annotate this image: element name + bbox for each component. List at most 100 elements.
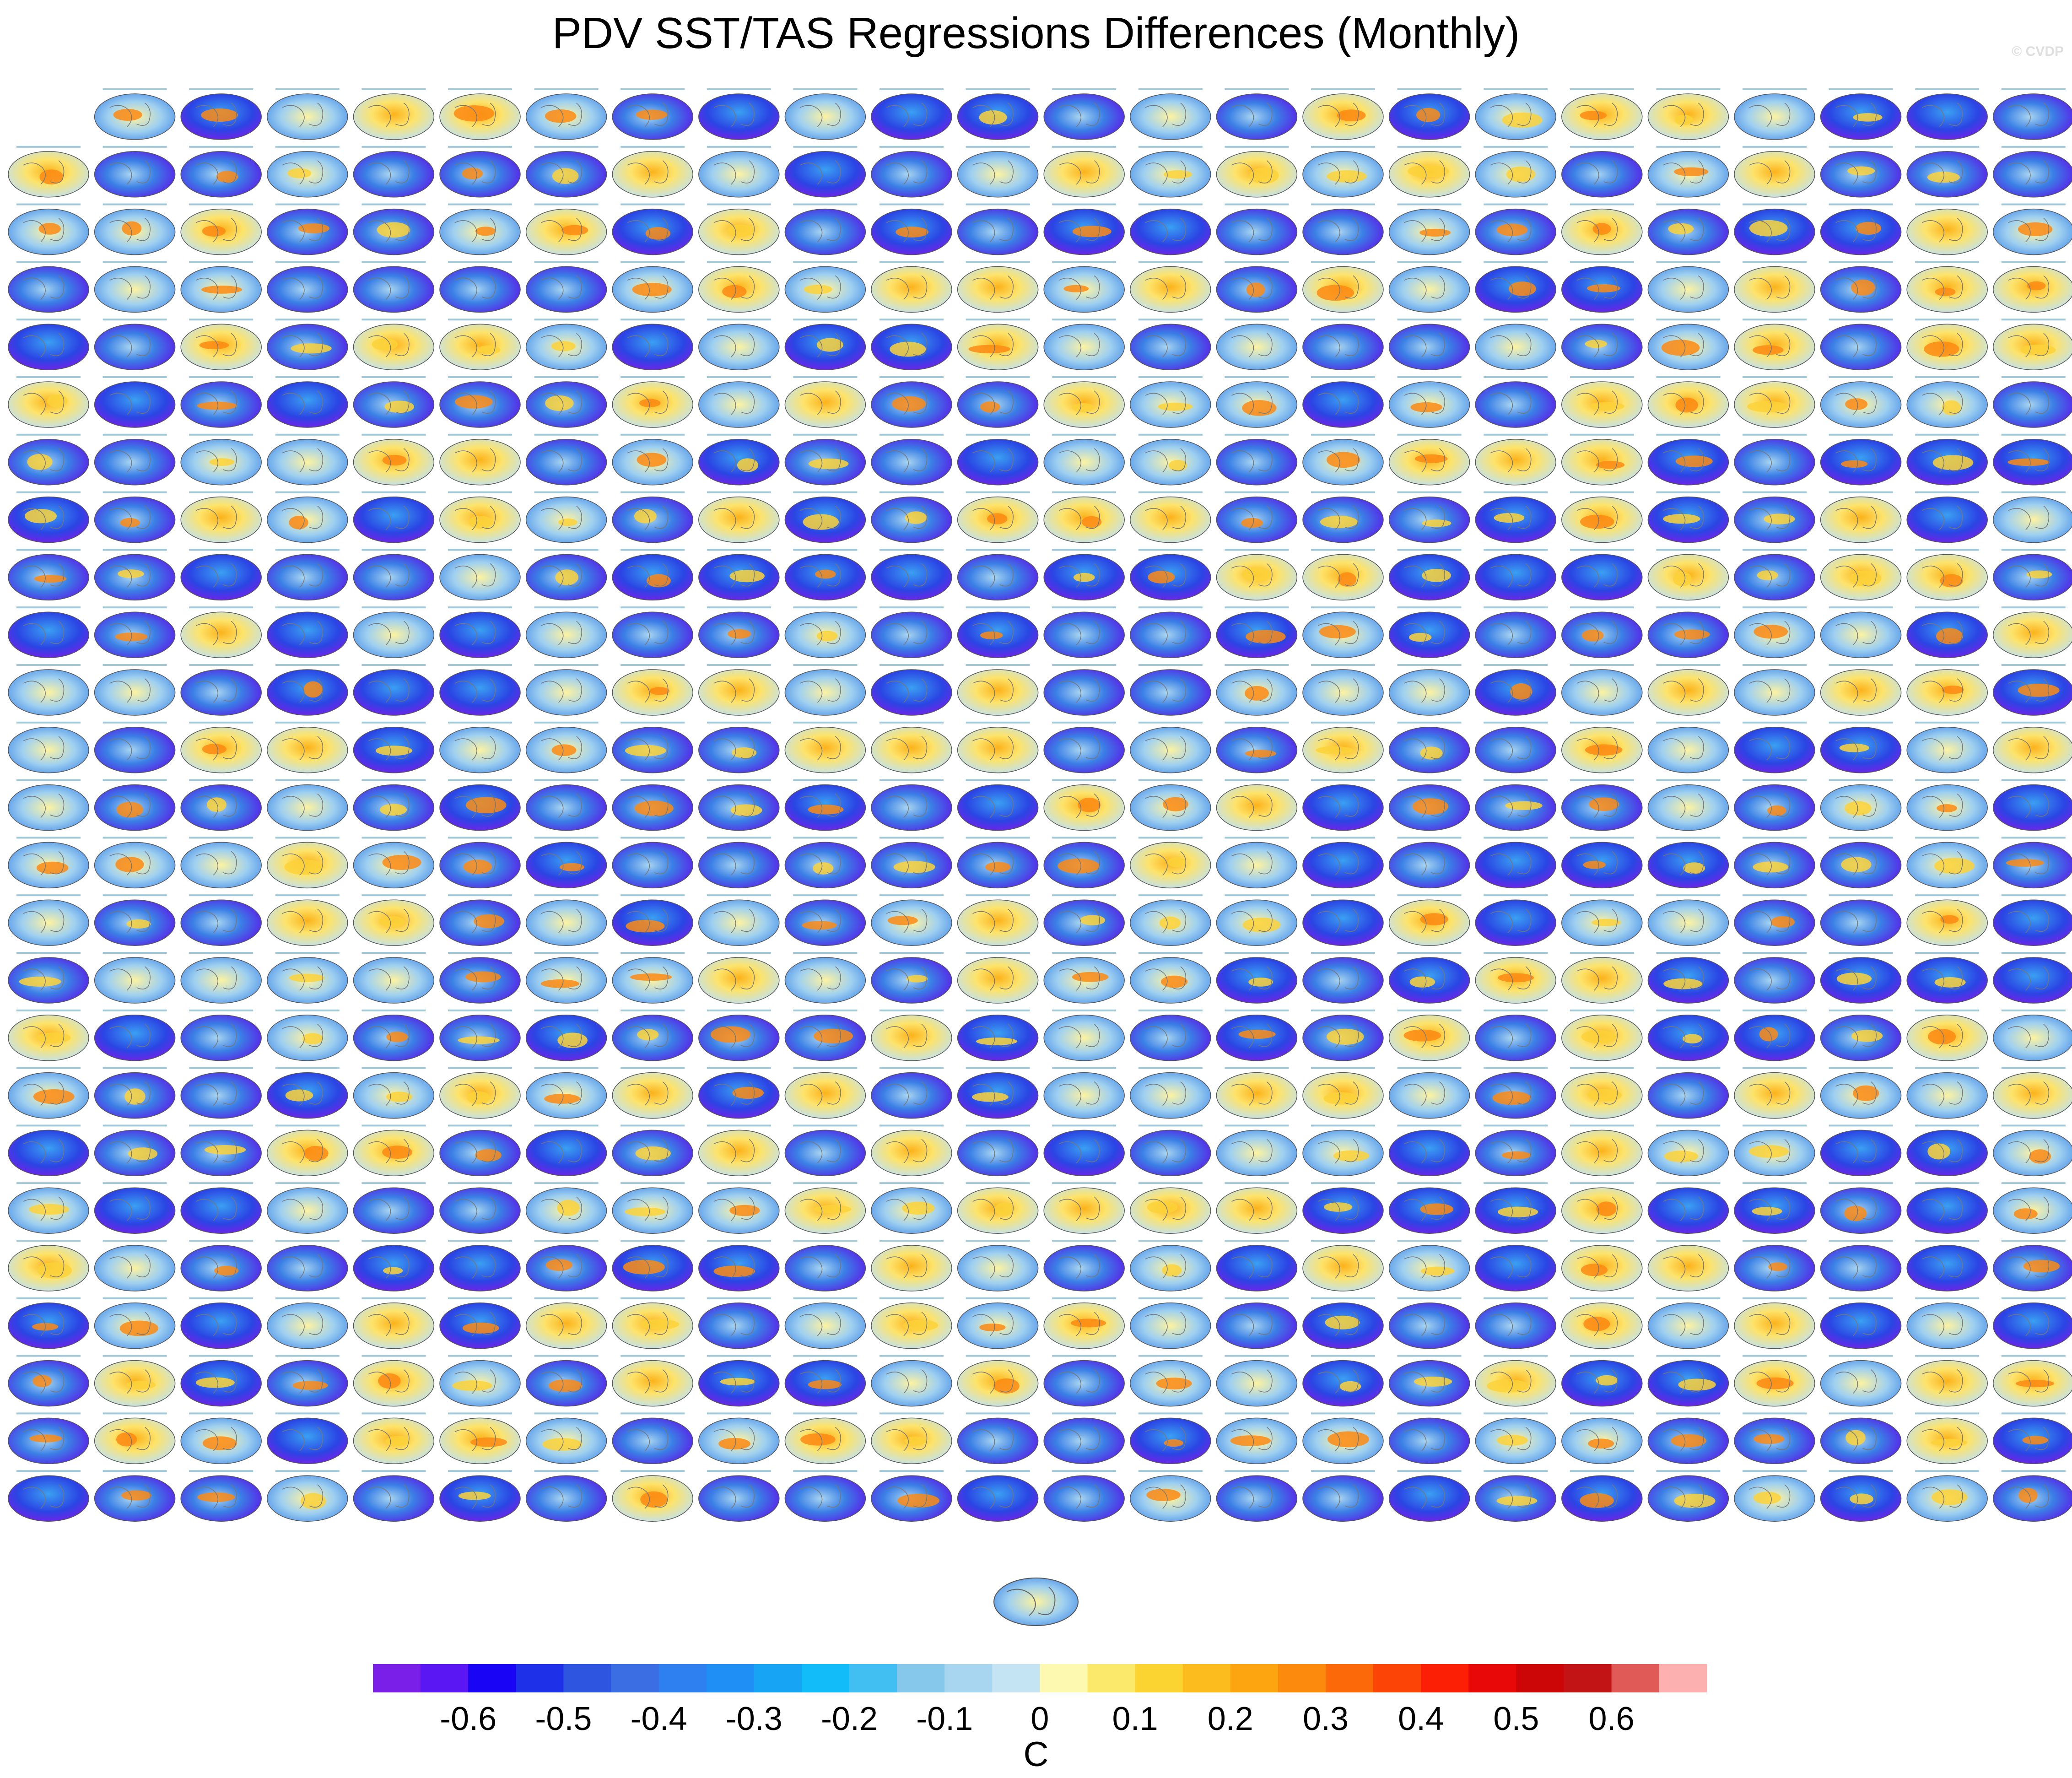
map-coastline (713, 736, 755, 761)
map-panel (1475, 261, 1556, 313)
map-coastline (1058, 506, 1100, 530)
map-anomaly (542, 1438, 583, 1451)
map-anomaly (972, 1092, 1009, 1102)
map-panel (1647, 664, 1729, 716)
map-panel (94, 1470, 176, 1522)
map-coastline (1663, 563, 1704, 588)
map-coastline (1231, 1427, 1273, 1451)
map-panel (698, 1124, 780, 1177)
map-coastline (2008, 678, 2050, 703)
panel-subtitle-line (1052, 721, 1117, 724)
map-coastline (2008, 448, 2050, 473)
map-anomaly (119, 1320, 159, 1336)
map-coastline (195, 506, 237, 530)
map-panel (698, 1067, 780, 1119)
map-oval (1561, 957, 1643, 1004)
panel-subtitle-line (880, 1470, 944, 1472)
map-oval (1216, 1360, 1298, 1407)
map-coastline (886, 390, 928, 415)
colorbar-unit: C (1023, 1735, 1049, 1774)
panel-subtitle-line (2001, 1240, 2066, 1242)
map-panel (1130, 376, 1211, 428)
map-anomaly (1246, 282, 1265, 297)
map-oval (439, 1245, 521, 1292)
panel-subtitle-line (448, 1355, 512, 1357)
map-panel (1388, 319, 1470, 370)
map-panel (1043, 1124, 1125, 1177)
panel-subtitle-line (1138, 1297, 1203, 1299)
map-anomaly (2018, 1488, 2038, 1503)
map-coastline (454, 448, 496, 473)
map-panel (1734, 1297, 1815, 1349)
map-oval (1906, 1245, 1988, 1292)
panel-subtitle-line (16, 606, 81, 609)
panel-subtitle-line (1311, 261, 1375, 263)
map-panel (698, 1412, 780, 1465)
panel-subtitle-line (621, 952, 685, 954)
map-coastline (1663, 736, 1704, 761)
map-coastline (282, 275, 324, 300)
panel-subtitle-line (1915, 1124, 1980, 1127)
map-coastline (541, 333, 582, 357)
map-anomaly (375, 746, 412, 756)
map-anomaly (38, 223, 61, 235)
panel-subtitle-line (1138, 1009, 1203, 1011)
map-oval (267, 611, 348, 658)
map-panel (353, 1009, 435, 1061)
map-anomaly (298, 223, 329, 233)
map-panel (871, 1470, 952, 1522)
map-anomaly (816, 338, 843, 352)
map-coastline (1058, 1312, 1100, 1336)
map-coastline (886, 1254, 928, 1279)
map-anomaly (1072, 403, 1094, 412)
map-anomaly (1592, 223, 1611, 235)
panel-subtitle-line (880, 146, 944, 148)
map-coastline (713, 563, 755, 588)
panel-subtitle-line (362, 837, 426, 839)
panel-subtitle-line (362, 203, 426, 205)
map-anomaly (1506, 167, 1536, 182)
panel-subtitle-line (1570, 88, 1634, 90)
map-coastline (1576, 563, 1618, 588)
map-coastline (1576, 794, 1618, 818)
panel-subtitle-line (1829, 146, 1893, 148)
map-panel (439, 1412, 521, 1465)
map-panel (1734, 146, 1815, 198)
map-oval (784, 1245, 866, 1292)
panel-subtitle-line (534, 1182, 599, 1184)
panel-subtitle-line (793, 894, 858, 897)
map-panel (267, 1124, 348, 1177)
panel-subtitle-line (1570, 549, 1634, 551)
panel-subtitle-line (1570, 837, 1634, 839)
map-anomaly (202, 226, 226, 237)
panel-subtitle-line (362, 1470, 426, 1472)
panel-subtitle-line (16, 1355, 81, 1357)
map-coastline (1231, 794, 1273, 818)
map-panel (871, 1355, 952, 1407)
map-oval (698, 1129, 780, 1177)
map-coastline (368, 1081, 410, 1106)
panel-subtitle-line (880, 894, 944, 897)
map-panel (1561, 1297, 1643, 1349)
map-anomaly (1148, 571, 1175, 584)
map-coastline (282, 621, 324, 645)
panel-subtitle-line (1138, 146, 1203, 148)
map-anomaly (2006, 859, 2044, 867)
panel-subtitle-line (621, 319, 685, 321)
map-oval (698, 496, 780, 543)
map-oval (1734, 439, 1815, 486)
map-panel (1216, 491, 1298, 543)
map-panel (1906, 1009, 1988, 1061)
map-coastline (2008, 1254, 2050, 1279)
map-panel (784, 1240, 866, 1292)
map-panel (1216, 1182, 1298, 1234)
map-panel (1302, 664, 1384, 716)
panel-grid (8, 88, 2072, 1522)
map-coastline (1835, 160, 1877, 185)
map-panel (612, 261, 693, 313)
map-anomaly (718, 1438, 750, 1450)
map-coastline (972, 333, 1014, 357)
map-oval (957, 266, 1039, 313)
map-coastline (1921, 390, 1963, 415)
panel-subtitle-line (1829, 549, 1893, 551)
